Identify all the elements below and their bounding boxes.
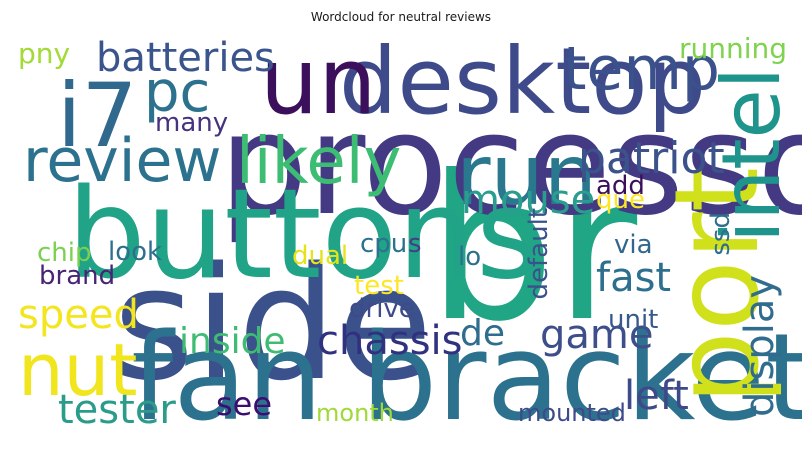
word-buttons: buttons [67, 163, 541, 307]
word-ssd: ssd [706, 212, 736, 256]
word-month: month [316, 399, 394, 427]
word-drive: drive [349, 294, 415, 324]
word-cpu: cpu [360, 229, 408, 259]
word-default: default [524, 208, 554, 300]
word-pc: pc [144, 60, 211, 125]
word-dual: dual [292, 241, 349, 271]
word-fast: fast [596, 255, 672, 301]
word-fan-bracket: fan bracket [131, 309, 802, 448]
word-processor: processor [219, 84, 802, 247]
word-un: un [260, 28, 377, 135]
word-left: left [624, 373, 689, 419]
word-running: running [679, 32, 788, 65]
word-de: de [460, 313, 505, 354]
word-inside: inside [179, 321, 286, 362]
word-s: s [408, 229, 422, 259]
word-nut: nut [18, 328, 138, 412]
word-i7: i7 [57, 64, 138, 167]
word-add: add [596, 171, 645, 201]
wordcloud-canvas: brsideprocessorbuttonsfan bracketportdes… [18, 28, 802, 439]
word-speed: speed [18, 292, 139, 338]
word-via: via [614, 230, 653, 260]
word-desktop: desktop [339, 28, 706, 135]
word-test: test [354, 271, 404, 301]
word-mouse: mouse [461, 177, 596, 223]
word-que: que [596, 185, 645, 215]
word-many: many [155, 108, 229, 138]
chart-title: Wordcloud for neutral reviews [310, 10, 492, 24]
word-temp: temp [563, 34, 720, 104]
word-review: review [23, 126, 222, 196]
word-pny: pny [18, 37, 71, 70]
word-look: look [108, 237, 163, 267]
word-br: br [428, 133, 638, 366]
word-unit: unit [608, 305, 659, 335]
word-lo: lo [458, 242, 482, 272]
word-patriot: patriot [578, 133, 725, 184]
word-mounted: mounted [518, 399, 626, 427]
word-see: see [216, 385, 273, 423]
word-batteries: batteries [96, 35, 275, 81]
word-run: run [456, 126, 598, 224]
word-likely: likely [236, 125, 402, 199]
word-chip: chip [37, 238, 92, 268]
word-brand: brand [39, 261, 116, 291]
word-game: game [540, 312, 654, 358]
word-tester: tester [58, 387, 176, 433]
word-chassis: chassis [317, 318, 463, 364]
word-display: display [737, 275, 783, 418]
word-side: side [113, 233, 433, 415]
